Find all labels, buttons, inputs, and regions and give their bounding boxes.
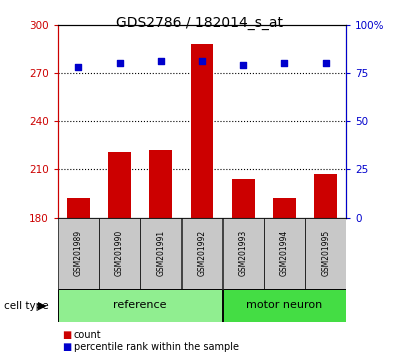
Text: ■: ■ xyxy=(62,342,71,352)
Text: GSM201992: GSM201992 xyxy=(197,230,207,276)
Text: cell type: cell type xyxy=(4,301,49,310)
Bar xyxy=(232,179,255,218)
Point xyxy=(158,59,164,64)
Point xyxy=(240,62,246,68)
Text: percentile rank within the sample: percentile rank within the sample xyxy=(74,342,239,352)
Bar xyxy=(58,218,99,289)
Text: GDS2786 / 182014_s_at: GDS2786 / 182014_s_at xyxy=(115,16,283,30)
Point xyxy=(116,61,123,66)
Bar xyxy=(223,289,346,322)
Point xyxy=(281,61,288,66)
Bar xyxy=(223,218,263,289)
Bar xyxy=(140,218,181,289)
Bar xyxy=(314,174,337,218)
Text: ■: ■ xyxy=(62,330,71,339)
Text: GSM201989: GSM201989 xyxy=(74,230,83,276)
Text: count: count xyxy=(74,330,101,339)
Bar xyxy=(264,218,305,289)
Text: reference: reference xyxy=(113,300,167,310)
Text: GSM201994: GSM201994 xyxy=(280,230,289,276)
Text: GSM201990: GSM201990 xyxy=(115,230,124,276)
Text: motor neuron: motor neuron xyxy=(246,300,322,310)
Bar xyxy=(149,150,172,218)
Bar xyxy=(58,289,222,322)
Bar xyxy=(273,199,296,218)
Bar xyxy=(191,44,213,218)
Bar xyxy=(181,218,222,289)
Point xyxy=(199,59,205,64)
Text: ▶: ▶ xyxy=(38,301,46,310)
Bar xyxy=(67,199,90,218)
Bar xyxy=(305,218,346,289)
Point xyxy=(75,64,82,70)
Text: GSM201995: GSM201995 xyxy=(321,230,330,276)
Text: GSM201991: GSM201991 xyxy=(156,230,165,276)
Bar xyxy=(99,218,140,289)
Text: GSM201993: GSM201993 xyxy=(239,230,248,276)
Point xyxy=(322,61,329,66)
Bar xyxy=(108,152,131,218)
